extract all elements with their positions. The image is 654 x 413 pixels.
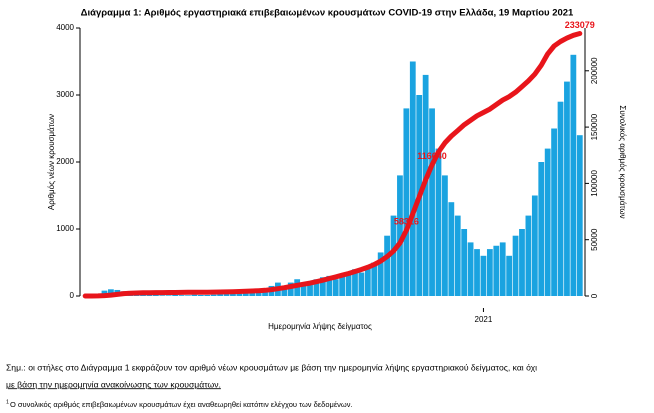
bar <box>352 269 358 296</box>
bar <box>345 272 352 296</box>
y2-axis-label: Συνολικός αριθμός κρουσμάτων <box>618 105 627 218</box>
bar <box>185 295 191 296</box>
bar <box>332 279 339 296</box>
data-label: 58316 <box>394 217 419 227</box>
bar <box>429 108 435 297</box>
bar <box>512 235 519 296</box>
bar <box>435 148 442 296</box>
chart-title: Διάγραμμα 1: Αριθμός εργαστηριακά επιβεβ… <box>81 8 574 19</box>
bar <box>377 252 384 296</box>
bar <box>300 283 307 296</box>
bar <box>403 108 410 297</box>
y-axis-label: Αριθμός νέων κρουσμάτων <box>47 114 56 210</box>
bar <box>454 215 461 296</box>
y2-tick-label: 50000 <box>590 228 599 251</box>
x-axis-label: Ημερομηνία λήψης δείγματος <box>268 322 372 331</box>
data-label: 233079 <box>565 20 595 30</box>
bar <box>493 245 500 296</box>
bar <box>384 235 390 296</box>
y2-tick-label: 0 <box>590 293 599 298</box>
bar <box>461 229 468 296</box>
bar <box>467 242 474 296</box>
bar <box>165 295 172 296</box>
bar <box>249 292 256 296</box>
bar <box>442 175 448 296</box>
bar <box>223 293 230 296</box>
bar <box>326 275 333 296</box>
bar <box>564 81 570 296</box>
bar <box>210 294 217 296</box>
y-tick-label: 4000 <box>56 23 74 32</box>
bar <box>551 128 557 296</box>
bar <box>531 195 538 296</box>
bar <box>152 294 159 296</box>
y-tick-label: 2000 <box>56 157 74 166</box>
y2-tick-label: 150000 <box>590 113 599 140</box>
bar <box>474 249 480 296</box>
footnote-mark: 1 <box>6 399 9 405</box>
bar <box>313 279 320 296</box>
bar <box>499 242 506 296</box>
bar <box>519 229 525 296</box>
bar <box>178 295 185 296</box>
x-tick-label: 2021 <box>475 315 493 324</box>
bar <box>358 272 365 296</box>
bar <box>486 249 493 296</box>
bar <box>236 293 243 296</box>
bar <box>242 293 249 296</box>
data-label: 116640 <box>417 151 447 161</box>
y-tick-label: 3000 <box>56 90 74 99</box>
bar <box>371 262 378 296</box>
bar <box>172 294 179 296</box>
bar <box>390 215 397 296</box>
bar <box>281 285 288 296</box>
bar <box>570 54 577 296</box>
bar <box>409 61 416 296</box>
bar <box>146 294 153 296</box>
bar <box>364 267 371 296</box>
bar <box>525 215 532 296</box>
bar <box>230 293 236 296</box>
bar <box>544 148 551 296</box>
bar <box>480 255 487 296</box>
cumulative-line <box>82 31 583 299</box>
bar <box>397 175 403 296</box>
bar <box>204 294 211 296</box>
y2-tick-label: 100000 <box>590 170 599 197</box>
bar <box>576 135 583 296</box>
note-line: με βάση την ημερομηνία ανακοίνωσης των κ… <box>6 379 221 389</box>
footnote: Ο συνολικός αριθμός επιβεβαιωμένων κρουσ… <box>10 400 353 409</box>
bar <box>255 290 262 296</box>
note-line: Σημ.: οι στήλες στο Διάγραμμα 1 εκφράζου… <box>6 362 537 372</box>
bar <box>506 255 513 296</box>
bar <box>538 162 545 296</box>
bar <box>557 101 564 296</box>
bar <box>307 281 313 296</box>
bar <box>448 202 455 296</box>
y-tick-label: 0 <box>70 291 75 300</box>
bar <box>197 294 204 296</box>
bar <box>287 282 294 296</box>
y2-tick-label: 200000 <box>590 57 599 84</box>
bar <box>339 274 346 296</box>
bar <box>319 277 326 296</box>
bar <box>159 295 166 296</box>
y-tick-label: 1000 <box>56 224 74 233</box>
bar <box>191 294 198 296</box>
bar <box>217 294 223 296</box>
